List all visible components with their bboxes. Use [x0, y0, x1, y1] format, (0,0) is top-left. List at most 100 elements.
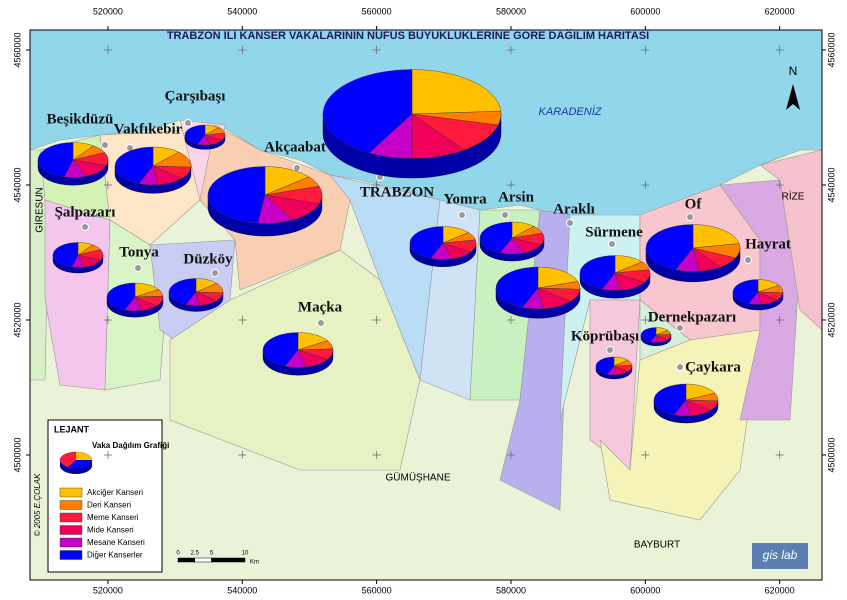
pie-slice: [640, 327, 657, 343]
scale-segment: [177, 557, 195, 563]
x-tick-label: 620000: [765, 6, 795, 16]
district-label: Çarşıbaşı: [165, 88, 226, 104]
north-label: N: [789, 64, 798, 78]
x-tick-label: 540000: [227, 585, 257, 595]
grid-cross: [775, 180, 784, 189]
x-tick-label: 540000: [227, 6, 257, 16]
district-point: [81, 223, 89, 231]
district-label: Dernekpazarı: [648, 309, 736, 325]
district-label: TRABZON: [360, 184, 434, 200]
pie-slice: [479, 221, 513, 254]
grid-cross: [238, 45, 247, 54]
scale-segment: [211, 557, 246, 563]
pie-slice: [595, 356, 615, 375]
legend-label: Meme Kanseri: [87, 513, 139, 522]
grid-cross: [372, 180, 381, 189]
legend-swatch: [59, 537, 83, 548]
legend-title: LEJANT: [54, 424, 90, 434]
district-point: [211, 269, 219, 277]
district-label: Köprübaşı: [571, 328, 639, 344]
district-point: [676, 363, 684, 371]
logo-box: [752, 543, 808, 569]
x-tick-label: 560000: [362, 6, 392, 16]
district-label: Beşikdüzü: [47, 111, 114, 127]
y-tick-label: 4540000: [12, 167, 22, 202]
y-tick-label: 4540000: [826, 167, 836, 202]
grid-cross: [641, 315, 650, 324]
district-label: Çaykara: [685, 359, 741, 375]
district-label: Tonya: [119, 244, 159, 260]
district-label: Vakfıkebir: [114, 121, 183, 137]
north-arrow: N: [786, 64, 800, 110]
legend-swatch: [59, 487, 83, 498]
pie-slice: [692, 224, 740, 249]
legend-label: Deri Kanseri: [87, 501, 131, 510]
x-tick-label: 600000: [630, 6, 660, 16]
district-label: Sürmene: [585, 224, 643, 240]
pie-slice: [207, 166, 266, 224]
title: TRABZON İLİ KANSER VAKALARININ NÜFUS BÜY…: [167, 29, 649, 42]
y-tick-label: 4500000: [826, 437, 836, 472]
pie-slice: [732, 279, 759, 304]
place-label: GÜMÜŞHANE: [385, 472, 450, 484]
logo: gis lab: [763, 548, 798, 562]
grid-cross: [238, 450, 247, 459]
district-label: Arsin: [498, 189, 534, 205]
sea-label: KARADENİZ: [539, 106, 603, 118]
district-point: [676, 324, 684, 332]
district-point: [608, 240, 616, 248]
scale-label: 0: [176, 551, 180, 557]
legend-swatch: [59, 550, 83, 560]
pie-slice: [184, 124, 206, 145]
pie-slice: [495, 266, 539, 308]
pie-slice: [537, 266, 579, 289]
pie-slice: [322, 69, 413, 154]
legend-swatch: [59, 500, 83, 510]
legend-pie-icon: [60, 460, 92, 474]
pie-slice: [645, 224, 694, 271]
district-point: [101, 141, 109, 149]
grid-cross: [775, 45, 784, 54]
legend-pie-icon: [68, 460, 93, 469]
pie-slice: [409, 226, 444, 259]
pie-slice: [411, 69, 502, 115]
pie-slice: [52, 242, 79, 268]
scale-label: 5: [210, 551, 214, 557]
legend-swatch: [59, 525, 83, 535]
pie-slice: [106, 282, 136, 311]
place-label: GİRESUN: [33, 187, 46, 233]
legend-swatch: [59, 512, 83, 523]
district-label: Akçaabat: [264, 139, 326, 155]
x-tick-label: 520000: [93, 6, 123, 16]
x-tick-label: 580000: [496, 6, 526, 16]
pie-slice: [114, 146, 154, 184]
district-point: [458, 211, 466, 219]
y-tick-label: 4520000: [826, 302, 836, 337]
legend-pie-icon: [76, 452, 92, 460]
legend-label: Mide Kanseri: [87, 526, 134, 535]
district-point: [686, 213, 694, 221]
grid-cross: [103, 450, 112, 459]
district-label: Of: [685, 196, 703, 212]
scale-segment: [194, 557, 212, 563]
grid-cross: [103, 180, 112, 189]
place-label: BAYBURT: [634, 540, 680, 551]
district-label: Düzköy: [183, 251, 233, 267]
legend-label: Diğer Kanserler: [87, 551, 143, 560]
frame: [29, 29, 823, 581]
grid-cross: [775, 450, 784, 459]
legend-label: Mesane Kanseri: [87, 538, 145, 547]
district-label: Şalpazarı: [55, 204, 116, 220]
grid-cross: [372, 45, 381, 54]
pie-slice: [579, 255, 616, 290]
x-tick-label: 580000: [496, 585, 526, 595]
legend-label: Akciğer Kanseri: [87, 488, 143, 497]
scale-label: 2.5: [191, 551, 200, 557]
grid-cross: [506, 450, 515, 459]
legend: LEJANT Vaka Dağılım Grafiği Akciğer Kans…: [47, 419, 169, 573]
grid-cross: [641, 45, 650, 54]
pie-slice: [653, 383, 687, 416]
grid-cross: [372, 315, 381, 324]
district-label: Maçka: [298, 299, 343, 315]
legend-subtitle: Vaka Dağılım Grafiği: [92, 441, 169, 450]
